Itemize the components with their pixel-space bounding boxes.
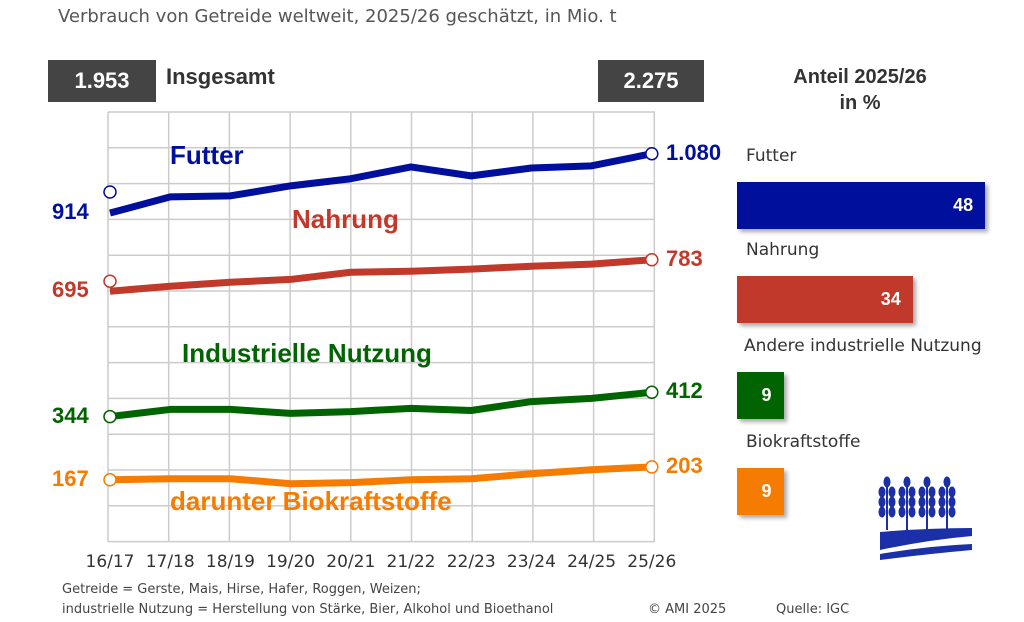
start-value-label: 695 — [52, 277, 89, 303]
end-value-label: 412 — [666, 378, 703, 404]
data-point — [103, 409, 117, 424]
end-value-label: 1.080 — [666, 139, 722, 165]
x-tick-label: 16/17 — [85, 552, 135, 572]
share-label: Futter — [746, 146, 797, 166]
share-title-line1: Anteil 2025/26 — [793, 66, 927, 88]
start-value-label: 167 — [52, 465, 89, 491]
share-bar: 9 — [737, 372, 784, 419]
start-value-label: 344 — [52, 402, 89, 428]
data-point — [645, 146, 659, 161]
footnote-1: Getreide = Gerste, Mais, Hirse, Hafer, R… — [62, 582, 421, 597]
data-point — [103, 185, 117, 199]
x-tick-label: 22/23 — [446, 552, 496, 572]
x-tick-label: 17/18 — [145, 552, 195, 572]
copyright: © AMI 2025 — [648, 602, 727, 617]
share-label: Nahrung — [746, 240, 820, 260]
data-point — [645, 460, 659, 474]
data-point — [103, 274, 117, 288]
start-value-label: 914 — [52, 199, 89, 224]
x-tick-label: 25/26 — [627, 552, 677, 572]
share-bar: 34 — [737, 276, 913, 323]
x-tick-label: 19/20 — [266, 552, 316, 572]
x-tick-label: 24/25 — [567, 552, 617, 572]
total-label: Insgesamt — [166, 64, 275, 89]
share-title: Anteil 2025/26 in % — [760, 64, 960, 116]
series-line-2 — [109, 388, 653, 421]
chart-title: Verbrauch von Getreide weltweit, 2025/26… — [58, 6, 617, 27]
series-line-1 — [109, 256, 653, 295]
share-label: Andere industrielle Nutzung — [744, 336, 982, 356]
x-tick-label: 18/19 — [205, 552, 255, 572]
total-start: 1.953 — [48, 60, 156, 102]
x-tick-label: 23/24 — [506, 552, 556, 572]
data-point — [645, 253, 659, 267]
series-line-0 — [109, 150, 653, 217]
footnote-2: industrielle Nutzung = Herstellung von S… — [62, 602, 554, 617]
series-label-nahrung: Nahrung — [292, 204, 399, 234]
data-point — [103, 473, 117, 487]
total-end: 2.275 — [598, 60, 704, 102]
ami-logo-icon — [878, 476, 972, 560]
share-title-line2: in % — [839, 92, 881, 114]
series-label-futter: Futter — [170, 140, 244, 170]
end-value-label: 783 — [666, 245, 703, 271]
series-label-bio: darunter Biokraftstoffe — [170, 486, 452, 516]
share-bar: 9 — [737, 468, 784, 515]
x-tick-label: 20/21 — [326, 552, 376, 572]
share-bar: 48 — [737, 182, 986, 229]
data-point — [645, 385, 659, 400]
end-value-label: 203 — [666, 452, 703, 478]
series-line-3 — [109, 463, 652, 488]
x-tick-label: 21/22 — [386, 552, 436, 572]
share-label: Biokraftstoffe — [746, 432, 861, 452]
source: Quelle: IGC — [776, 602, 850, 617]
series-label-industrie: Industrielle Nutzung — [182, 338, 432, 368]
